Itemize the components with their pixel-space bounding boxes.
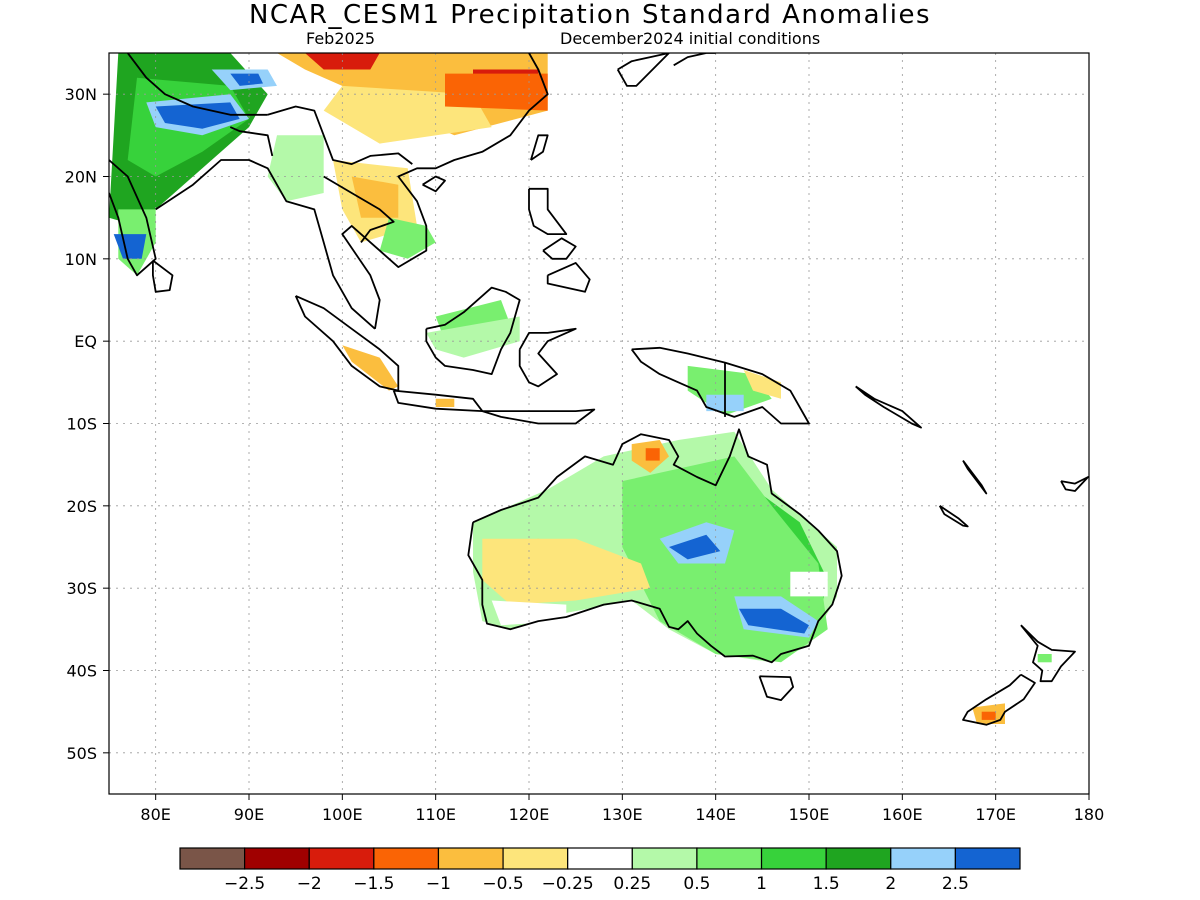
coastline-sri-lanka-coast <box>151 259 174 293</box>
lon-tick-label: 110E <box>415 805 456 824</box>
colorbar-swatch <box>567 847 633 870</box>
coastline-bay-of-bengal-coast <box>155 159 376 330</box>
colorbar-label: −2.5 <box>224 874 265 894</box>
colorbar-label: 2 <box>885 874 896 894</box>
lon-tick-label: 160E <box>882 805 923 824</box>
grid-lines <box>109 53 1089 794</box>
colorbar-swatch <box>631 847 698 870</box>
coastlines <box>109 53 1089 726</box>
colorbar-label: −1 <box>426 874 451 894</box>
anomaly-region-south-india-blue <box>113 234 147 259</box>
lon-tick-label: 130E <box>602 805 643 824</box>
coastline-borneo-coast <box>425 286 521 376</box>
coastline-new-caledonia-coast <box>938 505 969 528</box>
anomaly-region-myanmar-green <box>267 135 324 202</box>
anomaly-region-vietnam-green <box>379 217 436 259</box>
lat-tick-label: 40S <box>66 662 97 681</box>
lon-tick-label: 150E <box>789 805 830 824</box>
lat-tick-label: 10N <box>65 250 97 269</box>
colorbar-swatch <box>244 847 310 870</box>
lat-tick-label: EQ <box>74 332 97 351</box>
map-title: NCAR_CESM1 Precipitation Standard Anomal… <box>248 0 932 30</box>
lat-tick-label: 30S <box>66 579 97 598</box>
lat-tick-label: 50S <box>66 744 97 763</box>
anomaly-region-nz-red <box>981 711 996 720</box>
colorbar: −2.5 −2 −1.5 −1 −0.5 −0.25 0.25 0.5 1 1.5 2 2.5 <box>179 847 1021 894</box>
coastline-japan-coast <box>616 53 670 87</box>
lat-tick-label: 20S <box>66 497 97 516</box>
anomaly-region-aus-deep-blue-south <box>739 608 809 634</box>
colorbar-label: −0.25 <box>542 874 594 894</box>
coastline-hainan-coast <box>422 175 446 193</box>
coastline-taiwan-coast <box>530 134 549 161</box>
anomaly-shading <box>109 53 1052 724</box>
anomaly-region-sumatra-orange <box>342 345 399 391</box>
anomaly-region-aus-west-yellow <box>482 538 651 605</box>
colorbar-swatch <box>179 847 246 870</box>
lon-tick-label: 180 <box>1074 805 1105 824</box>
coastline-philippines-coast <box>542 237 577 260</box>
coastline-india-coast <box>109 159 157 277</box>
colorbar-label: 2.5 <box>942 874 969 894</box>
anomaly-region-aus-se-white <box>790 571 828 597</box>
colorbar-label: 0.5 <box>683 874 710 894</box>
lon-tick-label: 100E <box>322 805 363 824</box>
colorbar-swatch <box>696 847 763 870</box>
lat-tick-label: 20N <box>65 168 97 187</box>
lon-tick-label: 90E <box>234 805 264 824</box>
colorbar-swatch <box>373 847 440 870</box>
colorbar-swatch <box>825 847 892 870</box>
coastline-nz-north-coast <box>1020 624 1076 683</box>
lon-tick-label: 170E <box>975 805 1016 824</box>
anomaly-region-png-yellow <box>743 370 781 399</box>
colorbar-label: 1.5 <box>813 874 840 894</box>
anomaly-region-aus-deep-blue-north <box>669 534 721 560</box>
coastline-mindanao-coast <box>546 261 591 293</box>
coastline-tasmania-coast <box>758 675 794 701</box>
colorbar-label: −0.5 <box>482 874 523 894</box>
colorbar-swatch <box>437 847 504 870</box>
lat-tick-label: 30N <box>65 85 97 104</box>
anomaly-region-java-orange <box>435 398 455 407</box>
anomaly-region-borneo-light <box>426 316 520 358</box>
colorbar-label: 0.25 <box>613 874 651 894</box>
initial-conditions-label: December2024 initial conditions <box>560 29 821 48</box>
colorbar-swatch <box>954 847 1021 870</box>
colorbar-swatch <box>502 847 569 870</box>
anomaly-region-aus-north-red <box>645 448 660 461</box>
coastline-luzon-coast <box>528 187 568 236</box>
coastline-solomon-coast <box>855 385 922 429</box>
colorbar-label: −2 <box>297 874 322 894</box>
coastline-thai-border <box>323 175 395 243</box>
lon-tick-label: 80E <box>140 805 170 824</box>
anomaly-region-indochina-orange <box>351 176 399 218</box>
anomaly-region-nepal-deep-blue <box>230 73 263 86</box>
lat-tick-label: 10S <box>66 415 97 434</box>
coastline-nz-south-coast <box>962 673 1036 726</box>
anomaly-region-nz-green <box>1037 654 1052 663</box>
coastline-sulawesi-coast <box>518 327 577 388</box>
coastline-china-inner-border <box>267 105 413 166</box>
coastline-japan-east-coast <box>673 53 716 67</box>
coastline-fiji-coast <box>1060 476 1089 492</box>
anomaly-region-china-orange-2 <box>445 73 548 111</box>
lon-tick-label: 140E <box>695 805 736 824</box>
coastline-himalaya-border <box>126 53 268 116</box>
colorbar-swatch <box>308 847 375 870</box>
coastline-bangladesh-border <box>229 126 274 157</box>
coastline-nusa-coast <box>482 408 596 425</box>
coastline-malay-east-coast <box>341 53 549 329</box>
coastline-vanuatu-coast <box>962 460 988 495</box>
coastline-new-guinea-coast <box>630 346 810 425</box>
lon-tick-label: 120E <box>509 805 550 824</box>
colorbar-label: 1 <box>756 874 767 894</box>
colorbar-swatch <box>760 847 827 870</box>
colorbar-swatch <box>890 847 956 870</box>
axis-ticks: 80E 90E 100E 110E 120E 130E 140E 150E 160E 170E 18… <box>65 85 1105 824</box>
anomaly-region-tibet-deep-blue <box>155 102 240 129</box>
valid-month-label: Feb2025 <box>306 29 376 48</box>
coastline-australia-coast <box>467 428 843 664</box>
colorbar-label: −1.5 <box>353 874 394 894</box>
